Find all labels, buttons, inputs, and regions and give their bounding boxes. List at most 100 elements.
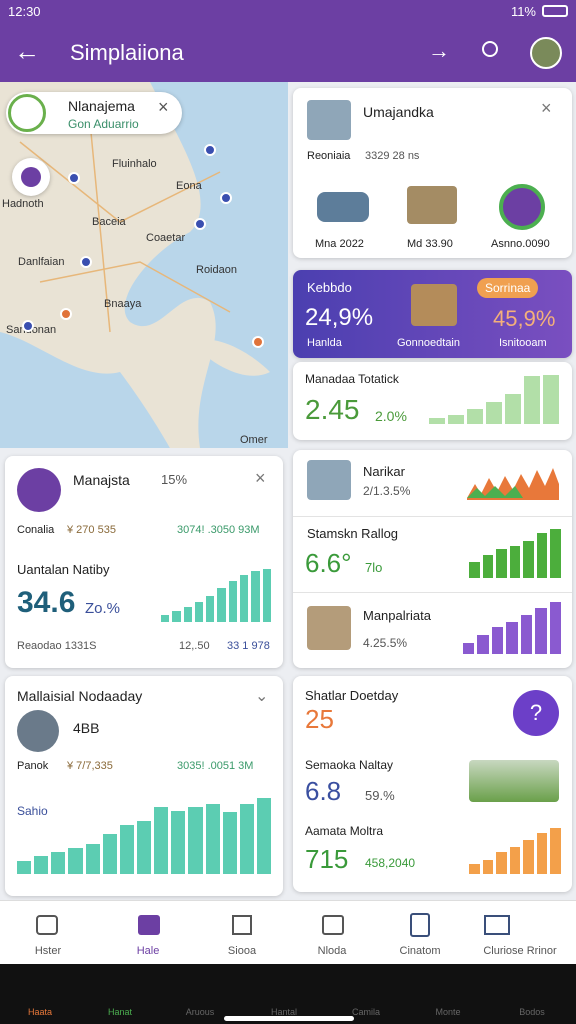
promo-label: Isnitooam: [499, 337, 547, 349]
system-nav-item[interactable]: Hanat: [107, 1007, 133, 1017]
system-nav-item[interactable]: Haata: [27, 1007, 53, 1017]
bar: [509, 847, 521, 874]
bar: [34, 856, 49, 874]
card-title: Shatlar Doetday: [305, 688, 399, 703]
bar: [136, 821, 152, 874]
system-nav-item[interactable]: Bodos: [519, 1007, 545, 1017]
list-card[interactable]: Narikar 2/1.3.5% Stamskn Rallog 6.6° 7lo…: [293, 450, 572, 668]
bar: [448, 414, 464, 424]
tab[interactable]: Cinatom: [399, 945, 441, 957]
summary-card[interactable]: Mallaisial Nodaaday ⌄ 4BB Panok ¥ 7/7,33…: [5, 676, 283, 896]
bar: [228, 581, 238, 622]
map-label: Fluinhalo: [112, 158, 157, 170]
bar: [524, 376, 540, 424]
promo-label: Gonnoedtain: [397, 337, 460, 349]
map-pin[interactable]: [80, 256, 92, 268]
promo-badge[interactable]: Sorrinaa: [477, 278, 539, 298]
tab[interactable]: Cluriose Rrinor: [483, 945, 557, 957]
bar: [256, 798, 272, 874]
battery: 11%: [510, 4, 536, 19]
bar: [482, 859, 494, 874]
tab[interactable]: Hster: [34, 945, 62, 957]
item-image: [307, 606, 351, 650]
bar: [505, 393, 521, 424]
map[interactable]: Fluinhalo Hadnoth Eona Baceia Coaetar Da…: [0, 82, 288, 448]
map-pin[interactable]: [204, 144, 216, 156]
system-nav-item[interactable]: Monte: [435, 1007, 461, 1017]
bar: [486, 402, 502, 424]
avatar: [17, 710, 59, 752]
item-image: [499, 184, 545, 230]
bar: [183, 607, 192, 622]
tab[interactable]: Nloda: [317, 945, 347, 957]
item-label: Md 33.90: [407, 238, 453, 250]
mini-chart: [161, 560, 271, 622]
map-search-card[interactable]: Nlanajema Gon Aduarrio ×: [6, 92, 182, 134]
avatar[interactable]: [530, 37, 562, 69]
promo-image: [411, 284, 457, 326]
map-pin[interactable]: [194, 218, 206, 230]
bar: [536, 533, 548, 578]
close-button[interactable]: ×: [158, 97, 169, 117]
card-value-change: Zo.%: [85, 600, 121, 617]
item-title: Aamata Moltra: [305, 824, 384, 838]
search-button[interactable]: [482, 41, 498, 57]
forward-button[interactable]: →: [428, 38, 450, 63]
layer-button[interactable]: [12, 158, 50, 196]
row-right: 3074! .3050 93M: [177, 524, 260, 536]
item-image: [317, 192, 369, 222]
place-meta-value: 3329 28 ns: [365, 150, 420, 162]
back-button[interactable]: ←: [14, 36, 40, 66]
bar: [188, 807, 203, 874]
bar: [535, 607, 547, 654]
map-label: Roidaon: [196, 264, 237, 276]
close-button[interactable]: ×: [541, 98, 552, 118]
close-button[interactable]: ×: [255, 468, 266, 488]
tab[interactable]: Siooa: [227, 945, 257, 957]
bar: [549, 602, 561, 654]
bar: [161, 614, 170, 622]
bar: [240, 574, 249, 622]
tab-bar: Hster Hale Siooa Nloda Cinatom Cluriose …: [0, 900, 576, 964]
map-pin[interactable]: [252, 336, 264, 348]
bar: [172, 610, 181, 622]
item-change: 458,2040: [365, 856, 416, 870]
item-value: 4.25.5%: [363, 636, 408, 650]
bar: [523, 540, 534, 578]
map-pin[interactable]: [22, 320, 34, 332]
promo-card[interactable]: Kebbdo Sorrinaa 24,9% 45,9% Hanlda Gonno…: [293, 270, 572, 358]
place-meta: Reoniaia: [307, 150, 351, 162]
help-button[interactable]: ?: [513, 690, 559, 736]
summary-card[interactable]: Manajsta 15% × Conalia ¥ 270 535 3074! .…: [5, 456, 283, 668]
system-nav-item[interactable]: Hantal: [270, 1007, 297, 1017]
bar: [496, 852, 507, 874]
map-card-title: Nlanajema: [68, 98, 135, 114]
bar: [154, 807, 169, 874]
map-pin[interactable]: [68, 172, 80, 184]
place-image: [307, 100, 351, 140]
stat-card[interactable]: Manadaa Totatick 2.45 2.0%: [293, 362, 572, 440]
map-pin[interactable]: [220, 192, 232, 204]
tab[interactable]: Hale: [136, 945, 160, 957]
stat-change: 2.0%: [375, 408, 407, 424]
bar: [206, 595, 215, 622]
bar: [463, 643, 475, 654]
map-shapes: [0, 82, 288, 448]
bar: [262, 568, 271, 622]
expand-button[interactable]: ⌄: [255, 688, 269, 705]
stats-card[interactable]: Shatlar Doetday 25 ? Semaoka Naltay 6.8 …: [293, 676, 572, 892]
bar: [550, 828, 562, 874]
card-change: 15%: [161, 472, 188, 487]
item-value: 715: [305, 844, 349, 874]
mini-chart: [469, 526, 562, 578]
battery-icon: [542, 5, 568, 17]
map-card-subtitle: Gon Aduarrio: [68, 117, 139, 131]
place-card[interactable]: Umajandka × Reoniaia 3329 28 ns Mna 2022…: [293, 88, 572, 258]
system-nav-item[interactable]: Aruous: [185, 1007, 215, 1017]
bar: [429, 417, 445, 424]
system-nav-item[interactable]: Camila: [351, 1007, 380, 1017]
item-image: [307, 460, 351, 500]
bar: [171, 810, 186, 874]
map-pin[interactable]: [60, 308, 72, 320]
